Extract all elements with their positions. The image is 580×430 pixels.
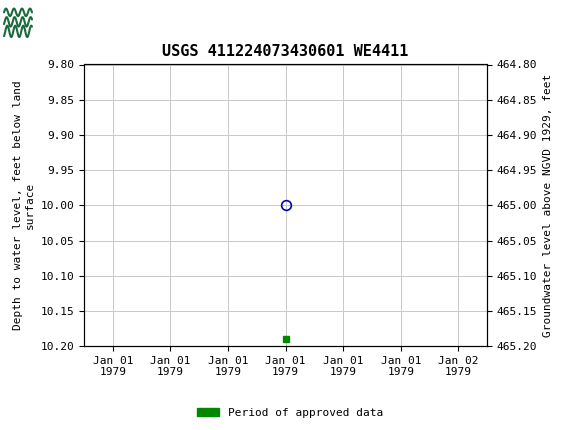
Legend: Period of approved data: Period of approved data (193, 403, 387, 422)
Bar (3, 3, 75, 38)
Y-axis label: Depth to water level, feet below land
surface: Depth to water level, feet below land su… (13, 80, 35, 330)
Y-axis label: Groundwater level above NGVD 1929, feet: Groundwater level above NGVD 1929, feet (543, 74, 553, 337)
Title: USGS 411224073430601 WE4411: USGS 411224073430601 WE4411 (162, 44, 409, 59)
Text: USGS: USGS (38, 11, 102, 31)
